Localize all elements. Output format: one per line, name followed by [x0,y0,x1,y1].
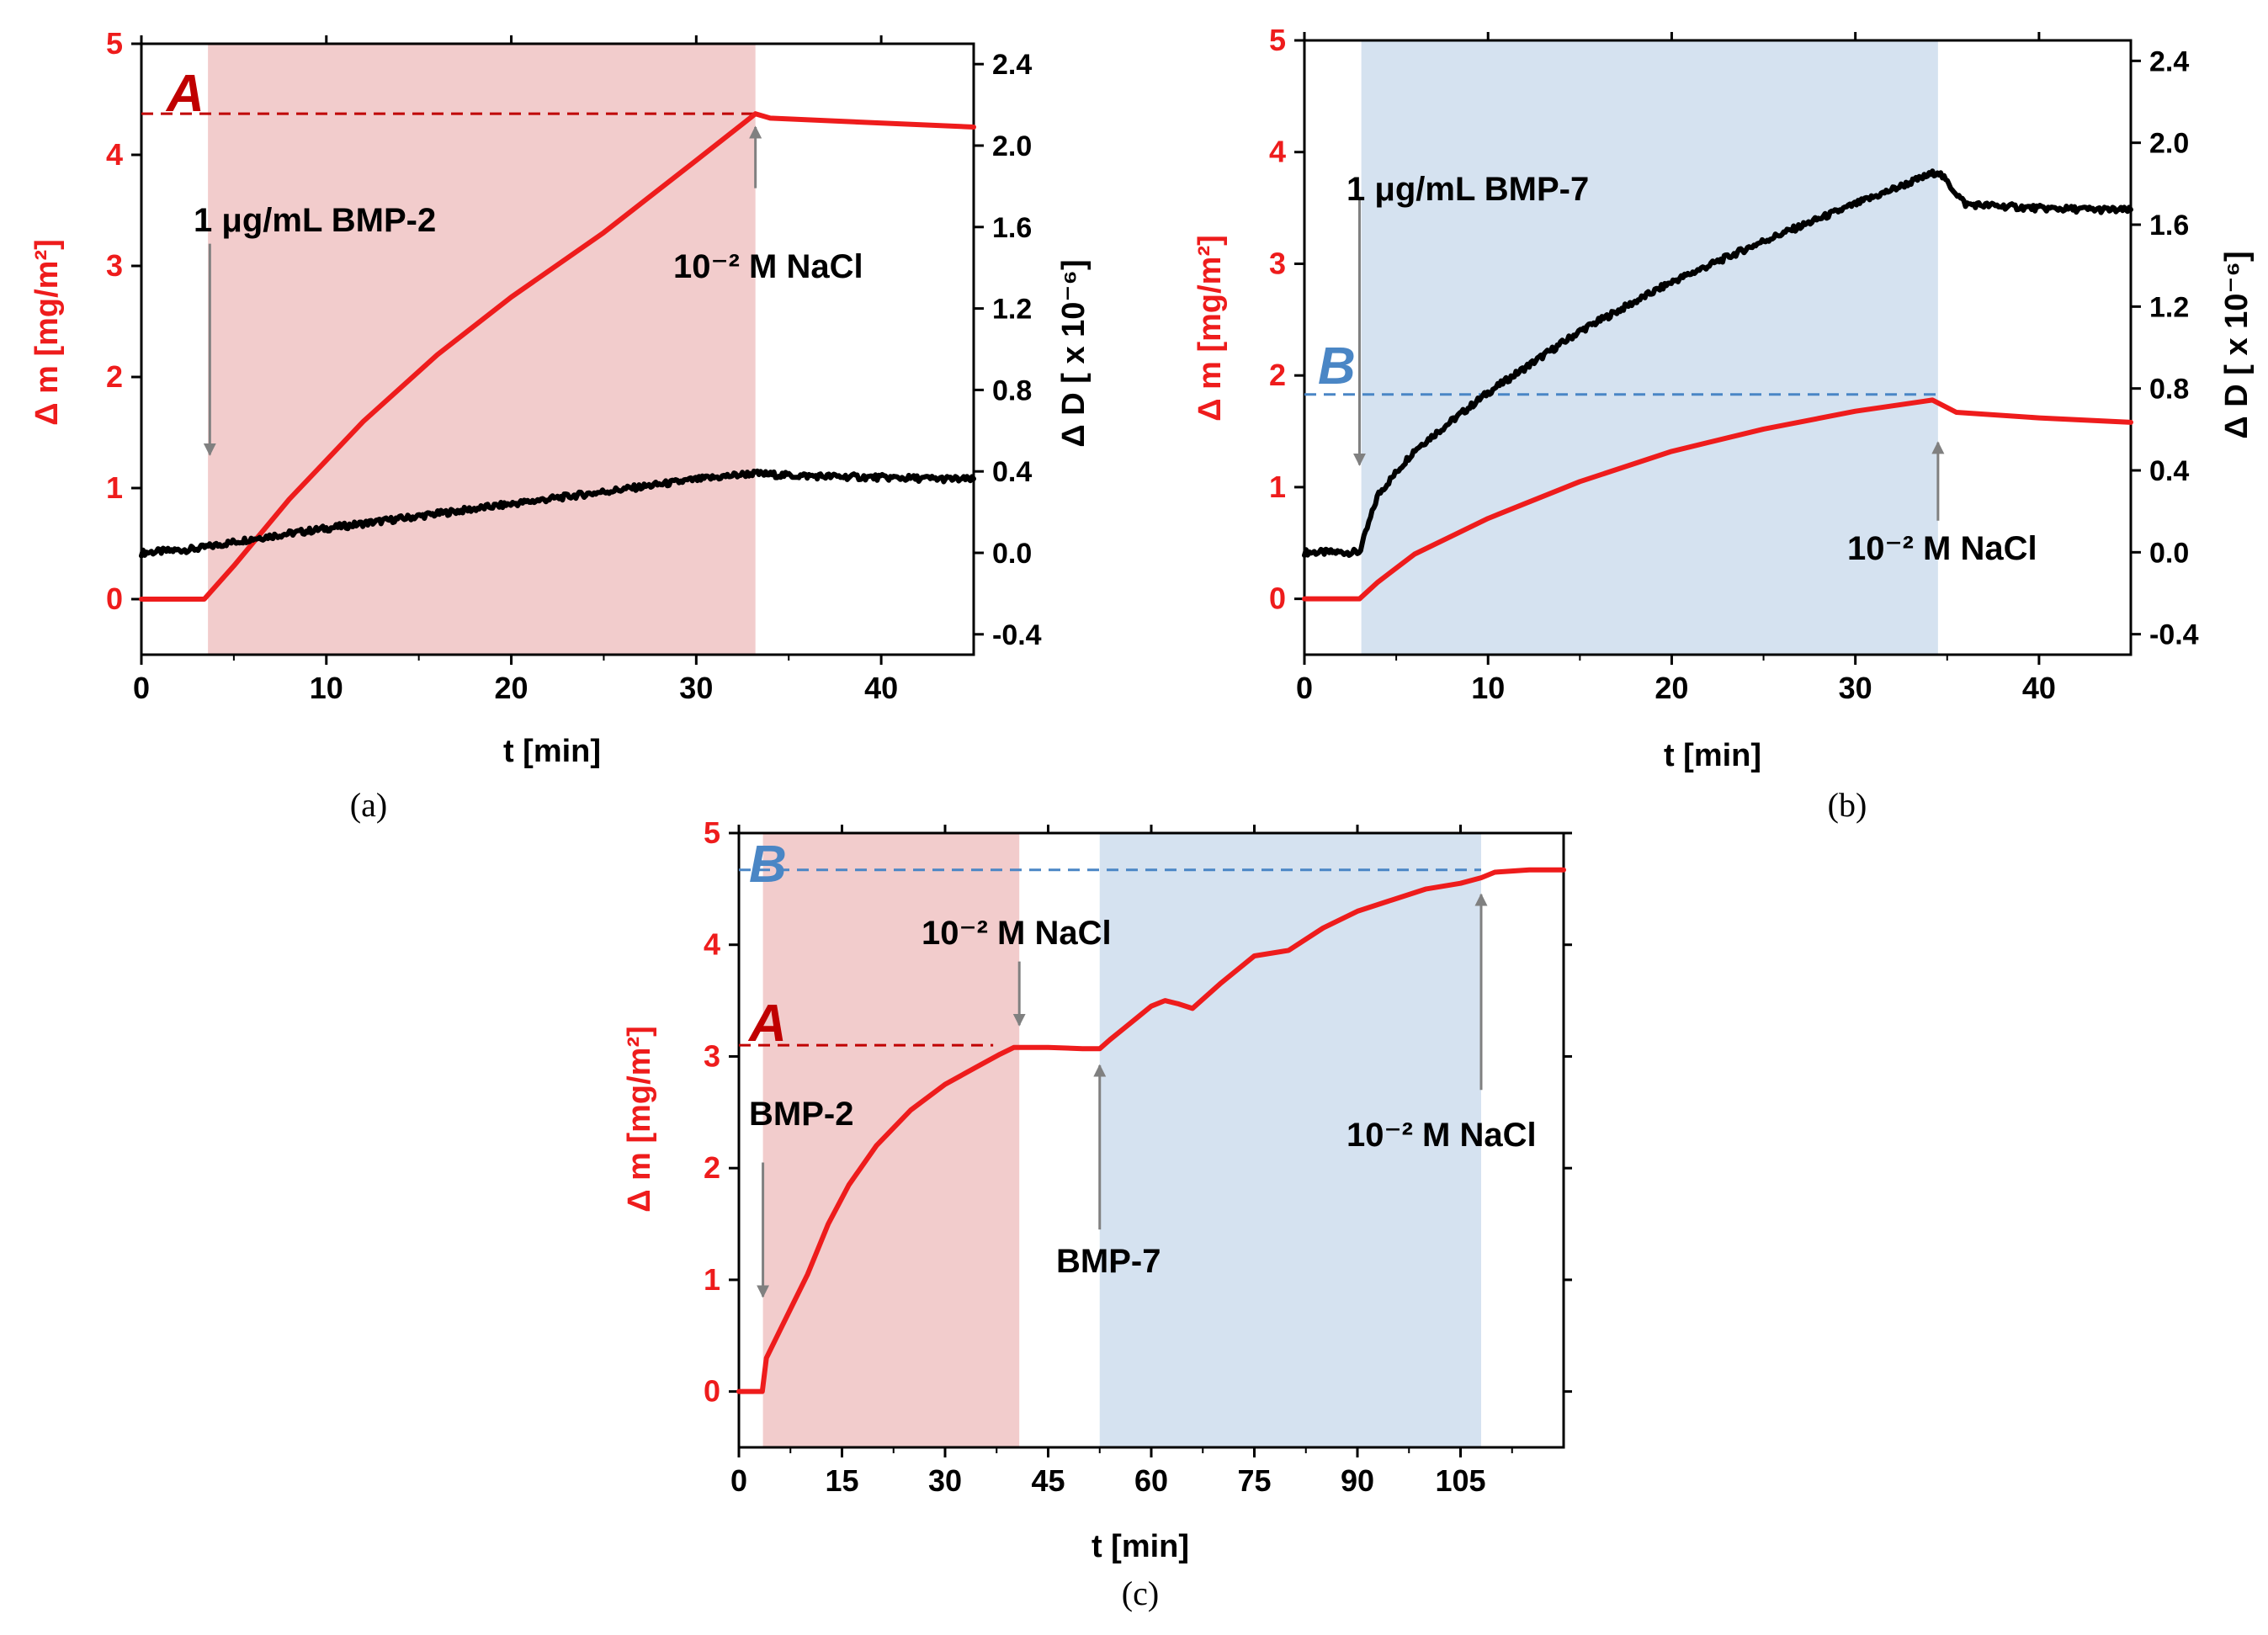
y-right-tick-label: 2.4 [2149,45,2189,77]
y-right-tick-label: 1.2 [992,294,1032,326]
panel-b-caption: (b) [1828,786,1867,824]
panel-a: 0 10 20 30 40 0 1 2 3 4 5 -0.4 0.0 0.4 0.8 1.2 1.6 2.0 2.4… [29,26,1092,824]
y-right-tick-label: 0.8 [2149,374,2189,406]
x-tick-label: 105 [1435,1463,1485,1498]
y-left-tick-label: 4 [704,927,720,962]
y-right-tick-label: 2.0 [992,130,1032,162]
series-mass-line [139,111,976,602]
x-tick-label: 20 [495,671,528,705]
x-tick-label: 75 [1237,1463,1271,1498]
x-tick-label: 0 [1296,671,1313,705]
panel-a-annotation-nacl: 10⁻² M NaCl [673,248,863,285]
y-left-tick-label: 2 [106,359,123,394]
panel-b: 0 10 20 30 40 0 1 2 3 4 5 -0.4 0.0 0.4 0.8 1.2 1.6 2.0 2.4… [1192,23,2255,824]
x-tick-label: 30 [1839,671,1872,705]
x-tick-label: 45 [1031,1463,1065,1498]
x-tick-label: 40 [2022,671,2056,705]
panel-a-caption: (a) [350,786,387,824]
panel-c-marker-label-b: B [749,836,787,894]
y-left-tick-label: 3 [1269,246,1286,280]
panel-c-annotation-nacl-1: 10⁻² M NaCl [922,915,1112,952]
y-right-tick-label: 2.0 [2149,128,2189,160]
y-left-tick-label: 3 [704,1038,720,1073]
y-left-tick-label: 4 [106,137,123,172]
panel-c-annotation-bmp7: BMP-7 [1056,1243,1161,1280]
y-left-tick-label: 1 [704,1262,720,1297]
panel-c-annotation-bmp2: BMP-2 [749,1096,853,1133]
panel-b-series [1302,168,2133,602]
y-right-tick-label: 0.0 [992,538,1032,570]
y-left-tick-label: 5 [106,26,123,61]
panel-a-annotation-bmp2: 1 μg/mL BMP-2 [194,202,436,239]
y-right-tick-label: 1.6 [2149,210,2189,242]
panel-c-ylabel-left: Δ m [mg/m²] [622,1026,657,1213]
panel-c-shade-bmp-7 [1099,833,1481,1447]
panel-a-shaded-regions [208,44,756,655]
panel-a-frame [140,42,975,656]
panel-c-series [736,867,1566,1394]
panel-b-ylabel-left: Δ m [mg/m²] [1192,235,1228,422]
panel-c-shade-bmp-2 [762,833,1020,1447]
y-right-tick-label: -0.4 [2149,619,2199,651]
panel-c-xlabel: t [min] [1092,1529,1189,1564]
x-tick-label: 60 [1134,1463,1168,1498]
y-left-tick-label: 3 [106,248,123,283]
panel-a-ylabel-left: Δ m [mg/m²] [29,239,65,426]
panel-b-marker-label: B [1318,337,1356,395]
panel-a-ylabel-right: Δ D [ x 10⁻⁶] [1056,259,1092,447]
series-dissipation-line [1302,168,2133,558]
y-left-tick-label: 4 [1269,135,1286,169]
panel-b-ylabel-right: Δ D [ x 10⁻⁶] [2219,251,2255,438]
y-right-tick-label: 0.8 [992,374,1032,406]
x-tick-label: 30 [928,1463,962,1498]
y-right-tick-label: 0.4 [992,456,1032,488]
y-left-tick-label: 0 [106,581,123,616]
y-right-tick-label: 0.0 [2149,537,2189,569]
y-left-tick-label: 5 [704,815,720,850]
y-left-tick-label: 1 [106,470,123,505]
y-left-tick-label: 0 [704,1374,720,1409]
panel-c-caption: (c) [1122,1574,1159,1612]
x-tick-label: 15 [825,1463,858,1498]
x-tick-label: 10 [310,671,343,705]
y-right-tick-label: 0.4 [2149,455,2189,487]
y-left-tick-label: 0 [1269,581,1286,616]
y-right-tick-label: 1.2 [2149,291,2189,323]
y-left-tick-label: 1 [1269,470,1286,504]
x-tick-label: 0 [730,1463,747,1498]
panel-a-series [139,111,976,602]
panel-b-annotation-bmp7: 1 μg/mL BMP-7 [1346,171,1589,208]
series-mass-line [736,867,1566,1394]
y-right-tick-label: 1.6 [992,212,1032,244]
panel-a-xlabel: t [min] [503,734,601,769]
panel-c-shaded-regions [762,833,1481,1447]
panel-a-axes: 0 10 20 30 40 0 1 2 3 4 5 -0.4 0.0 0.4 0.8 1.2 1.6 2.0 2.4 [106,26,1042,705]
series-dissipation-line [139,468,976,559]
y-left-tick-label: 5 [1269,23,1286,57]
x-tick-label: 30 [679,671,713,705]
panel-a-shade-bmp-2 [208,44,756,655]
panel-b-shade-bmp-7 [1361,40,1938,655]
x-tick-label: 20 [1655,671,1688,705]
series-mass-line [1302,397,2133,602]
y-right-tick-label: 2.4 [992,49,1032,81]
panel-c-marker-label-a: A [747,995,787,1053]
panel-b-annotation-nacl: 10⁻² M NaCl [1847,530,2037,567]
y-right-tick-label: -0.4 [992,619,1042,651]
panel-c-annotation-nacl-2: 10⁻² M NaCl [1346,1117,1537,1154]
x-tick-label: 40 [864,671,898,705]
y-left-tick-label: 2 [704,1150,720,1185]
panel-b-xlabel: t [min] [1664,738,1761,773]
x-tick-label: 0 [133,671,150,705]
x-tick-label: 90 [1341,1463,1374,1498]
panel-a-marker-label: A [165,65,204,123]
panel-b-axes: 0 10 20 30 40 0 1 2 3 4 5 -0.4 0.0 0.4 0.8 1.2 1.6 2.0 2.4 [1269,23,2199,705]
x-tick-label: 10 [1471,671,1505,705]
y-left-tick-label: 2 [1269,358,1286,392]
panel-b-shaded-regions [1361,40,1938,655]
panel-b-frame [1303,39,2133,656]
